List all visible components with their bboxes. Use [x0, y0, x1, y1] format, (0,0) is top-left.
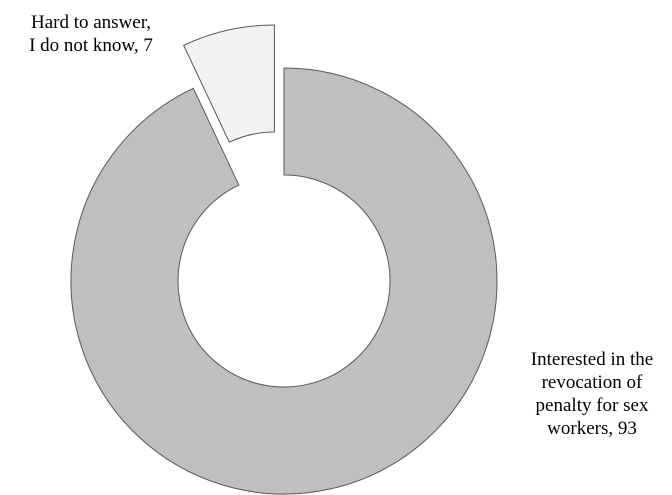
label-line: Interested in the: [530, 349, 654, 370]
label-line: revocation of: [541, 372, 643, 393]
label-line: penalty for sex: [535, 395, 649, 416]
label-line: Hard to answer,: [30, 12, 152, 33]
donut-slice-1: [183, 24, 275, 143]
label-line: I do not know, 7: [29, 35, 153, 56]
donut-slice-0: [70, 67, 498, 495]
slice-label-interested: Interested in the revocation of penalty …: [512, 348, 672, 440]
slice-label-hard-to-answer: Hard to answer, I do not know, 7: [0, 11, 182, 57]
label-line: workers, 93: [547, 418, 637, 439]
